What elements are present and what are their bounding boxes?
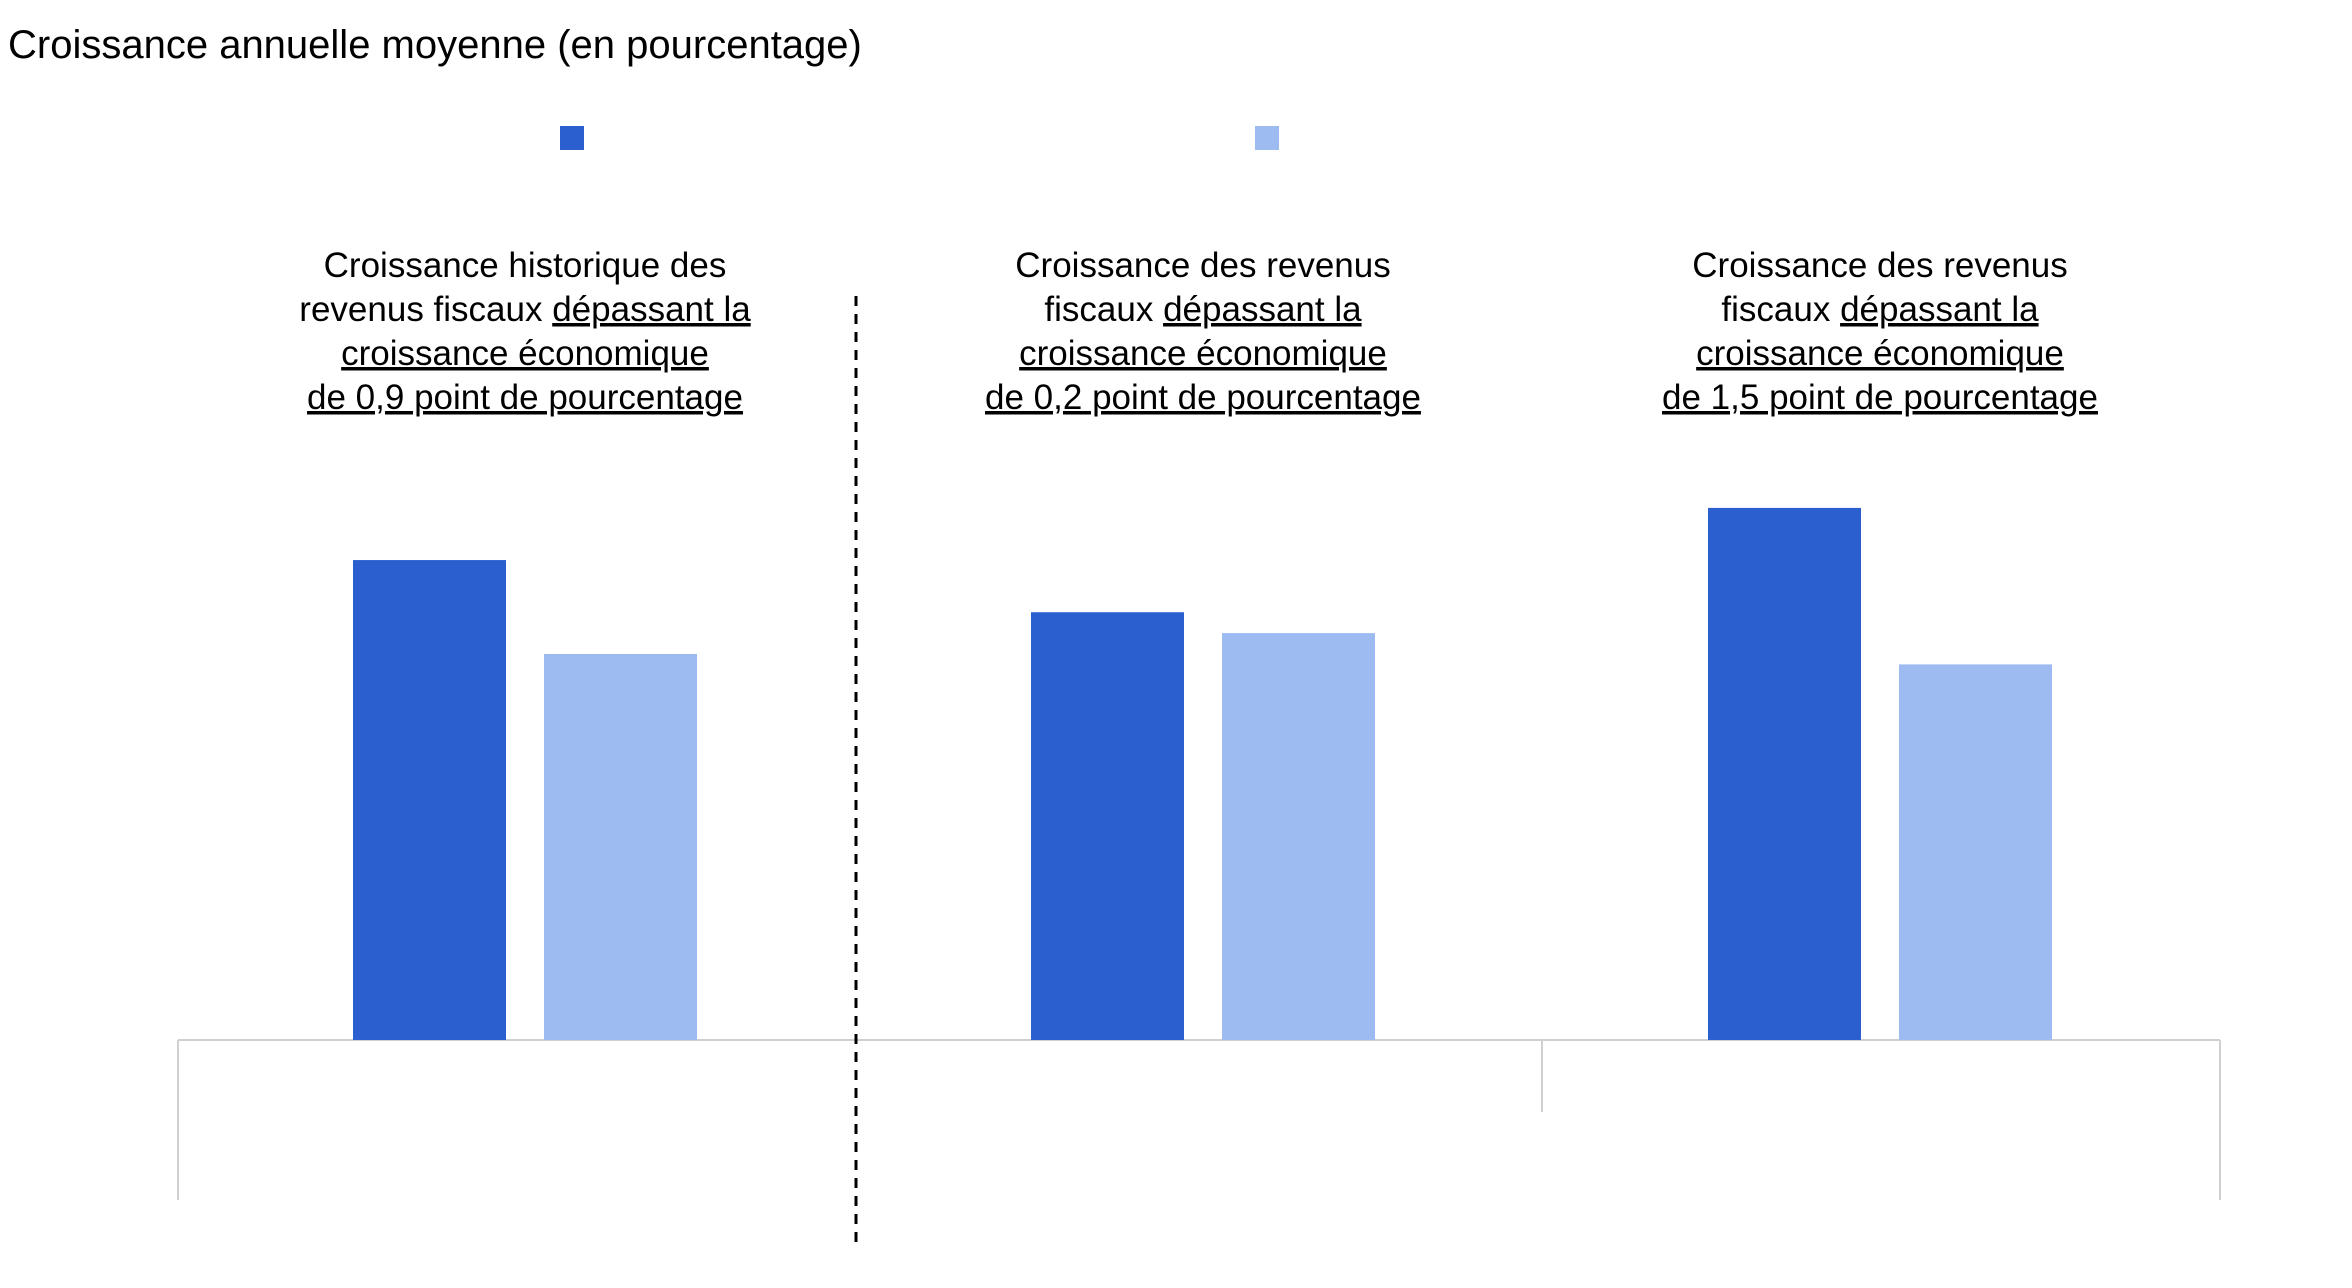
annotation-line: revenus fiscaux dépassant la [299, 290, 751, 329]
bar-2 [1899, 664, 2052, 1040]
annotations: Croissance historique des revenus fiscaux… [299, 246, 2098, 417]
annotation-underlined-text: dépassant la [552, 290, 751, 329]
annotation-line: fiscaux dépassant la [1721, 290, 2039, 329]
bar-1 [1708, 507, 1861, 1040]
annotation-text: Croissance historique des [324, 246, 727, 285]
annotation-text: fiscaux [1044, 290, 1163, 329]
bar-1 [1031, 612, 1184, 1040]
annotation-text: Croissance des revenus [1692, 246, 2067, 285]
chart-title: Croissance annuelle moyenne (en pourcent… [8, 23, 862, 67]
annotation-underlined-text: croissance économique [1696, 334, 2064, 373]
bar-2 [1222, 633, 1375, 1040]
annotation-line: croissance économique [341, 334, 709, 373]
annotation-line: Croissance des revenus [1692, 246, 2067, 285]
annotation-underlined-text: de 0,9 point de pourcentage [307, 378, 743, 417]
annotation-underlined-text: croissance économique [341, 334, 709, 373]
annotation-line: croissance économique [1019, 334, 1387, 373]
legend-swatch-1 [560, 126, 584, 150]
annotation-line: de 0,9 point de pourcentage [307, 378, 743, 417]
annotation-underlined-text: dépassant la [1163, 290, 1362, 329]
bar-2 [544, 653, 697, 1040]
annotation-underlined-text: de 0,2 point de pourcentage [985, 378, 1421, 417]
annotation-line: fiscaux dépassant la [1044, 290, 1362, 329]
annotation-line: Croissance des revenus [1015, 246, 1390, 285]
legend-swatch-2 [1255, 126, 1279, 150]
annotation-text: fiscaux [1721, 290, 1840, 329]
legend [560, 126, 1279, 150]
annotation-line: de 1,5 point de pourcentage [1662, 378, 2098, 417]
annotation-line: croissance économique [1696, 334, 2064, 373]
annotation-text: revenus fiscaux [299, 290, 552, 329]
bar-1 [353, 560, 506, 1040]
x-axis [177, 296, 2221, 1250]
annotation-line: de 0,2 point de pourcentage [985, 378, 1421, 417]
annotation-underlined-text: dépassant la [1840, 290, 2039, 329]
bars [353, 507, 2052, 1040]
annotation-text: Croissance des revenus [1015, 246, 1390, 285]
annotation-underlined-text: croissance économique [1019, 334, 1387, 373]
annotation-underlined-text: de 1,5 point de pourcentage [1662, 378, 2098, 417]
annotation-line: Croissance historique des [324, 246, 727, 285]
